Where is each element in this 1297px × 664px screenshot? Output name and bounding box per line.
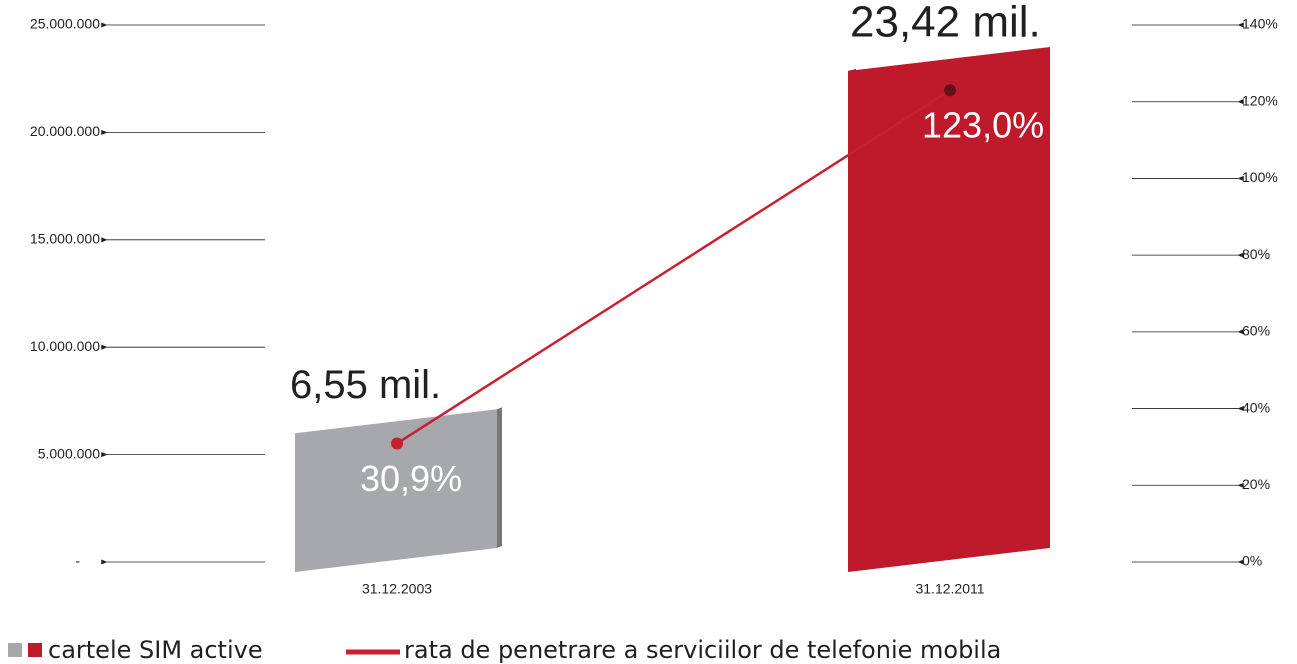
line-point [944,84,956,97]
line-value-label: 123,0% [922,105,1044,146]
bar-side [497,407,502,548]
y2-tick-label: 40% [1242,399,1270,415]
y-tick-label: 20.000.000 [30,123,100,139]
y-tick-label: 10.000.000 [30,338,100,354]
line-point [391,437,403,450]
y2-tick-label: 0% [1242,553,1262,569]
legend-label: rata de penetrare a serviciilor de telef… [404,636,1001,664]
bar [295,409,497,572]
y2-tick-label: 140% [1242,16,1278,32]
bar [848,46,1050,572]
y2-tick-label: 20% [1242,476,1270,492]
y-tick-label: 15.000.000 [30,231,100,247]
line [396,89,951,445]
y2-tick-label: 60% [1242,323,1270,339]
category-label: 31.12.2003 [362,581,432,597]
y2-tick-label: 100% [1242,169,1278,185]
y2-tick-label: 80% [1242,246,1270,262]
legend-swatch [28,643,42,657]
y-tick-label: 5.000.000 [38,445,100,461]
y-tick-label: - [75,553,80,569]
category-label: 31.12.2011 [915,581,984,597]
bar-value-label: 23,42 mil. [850,0,1041,47]
line-value-label: 30,9% [360,458,462,499]
y2-tick-label: 120% [1242,92,1278,108]
legend-label: cartele SIM active [48,636,263,664]
y-tick-label: 25.000.000 [30,16,100,32]
legend-swatch [8,643,22,657]
bar-value-label: 6,55 mil. [290,363,441,407]
